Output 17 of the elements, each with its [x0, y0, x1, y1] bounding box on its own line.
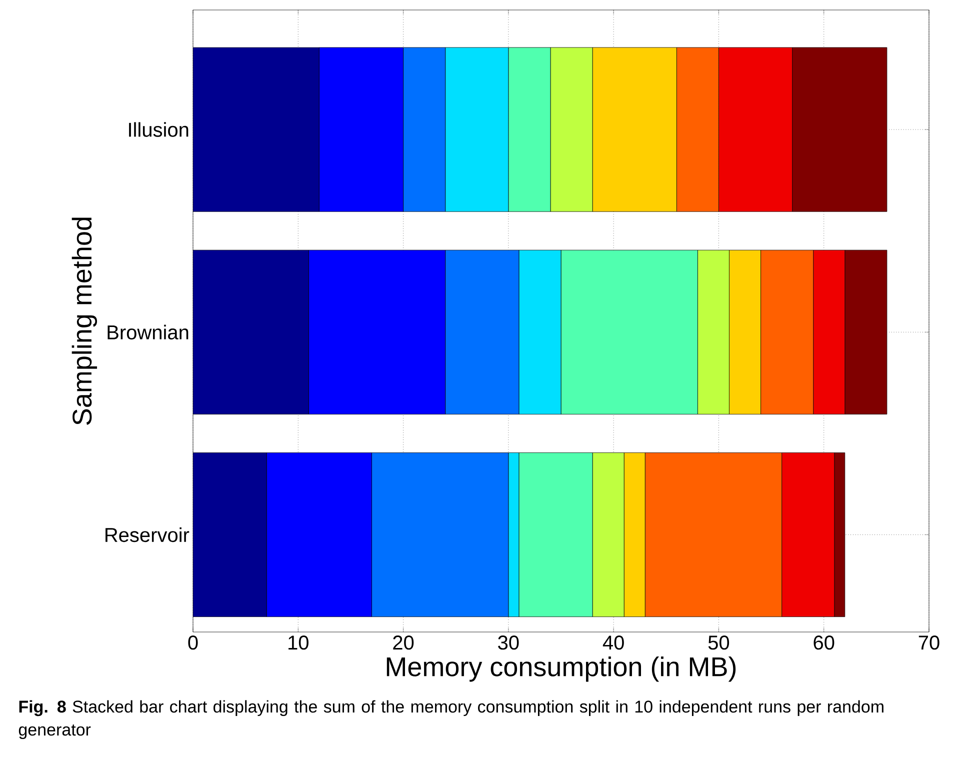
x-tick-label: 40: [602, 636, 624, 650]
x-tick-label: 70: [918, 636, 940, 650]
x-tick-label: 20: [393, 636, 414, 650]
y-tick-label: Illusion: [129, 122, 188, 137]
bar: [193, 250, 309, 414]
bar: [193, 47, 320, 212]
x-tick-label: 30: [498, 636, 519, 650]
y-tick-label: Reservoir: [106, 527, 190, 542]
x-tick-label: 50: [708, 636, 730, 650]
bar: [193, 452, 267, 617]
x-axis-title: Memory consumption (in MB): [386, 656, 736, 682]
x-tick-label: 10: [288, 636, 308, 650]
y-axis-title: Sampling method: [72, 218, 98, 425]
x-tick-label: 0: [188, 636, 198, 650]
x-tick-label: 60: [814, 636, 834, 650]
y-tick-label: Brownian: [108, 324, 188, 340]
text: Fig. 8 Stacked bar chart displaying the sum of the memory consumption split in 10 independent runs per random generator: [18, 700, 884, 740]
